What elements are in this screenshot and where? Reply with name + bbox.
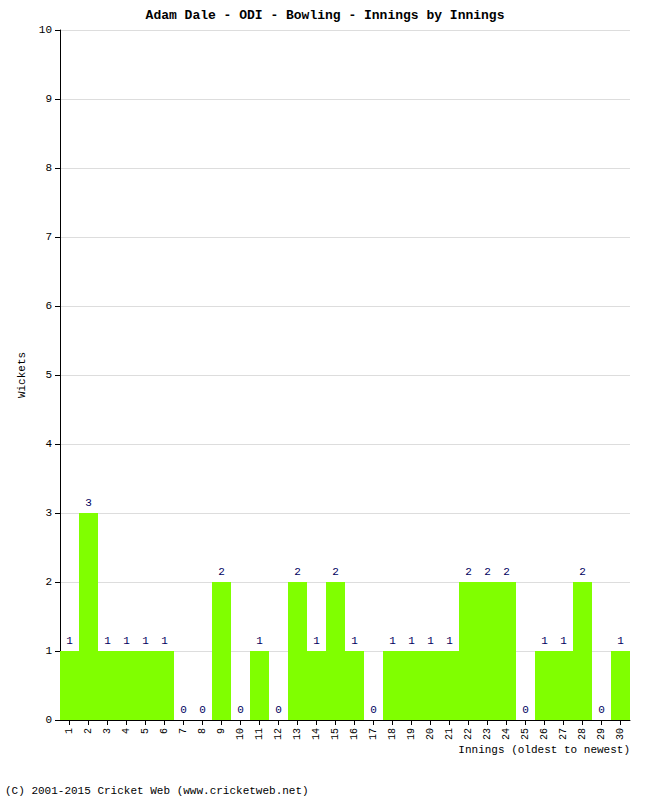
svg-text:1: 1 [408, 635, 415, 647]
svg-text:11: 11 [254, 728, 265, 740]
svg-text:26: 26 [539, 728, 550, 740]
svg-text:0: 0 [370, 704, 377, 716]
svg-text:4: 4 [45, 438, 52, 450]
svg-text:30: 30 [615, 728, 626, 740]
svg-text:0: 0 [598, 704, 605, 716]
svg-text:0: 0 [522, 704, 529, 716]
svg-text:14: 14 [311, 728, 322, 740]
svg-text:2: 2 [294, 566, 301, 578]
svg-text:1: 1 [427, 635, 434, 647]
svg-text:3: 3 [85, 497, 92, 509]
svg-text:29: 29 [596, 728, 607, 740]
svg-text:27: 27 [558, 728, 569, 740]
svg-text:20: 20 [425, 728, 436, 740]
svg-text:5: 5 [140, 728, 151, 734]
svg-text:1: 1 [66, 635, 73, 647]
svg-text:22: 22 [463, 728, 474, 740]
svg-text:18: 18 [387, 728, 398, 740]
svg-text:1: 1 [560, 635, 567, 647]
svg-text:1: 1 [256, 635, 263, 647]
svg-text:15: 15 [330, 728, 341, 740]
svg-text:1: 1 [142, 635, 149, 647]
svg-text:10: 10 [39, 24, 52, 36]
svg-text:24: 24 [501, 728, 512, 740]
svg-text:2: 2 [45, 576, 52, 588]
svg-text:7: 7 [45, 231, 52, 243]
svg-text:8: 8 [197, 728, 208, 734]
svg-text:Adam Dale - ODI - Bowling - In: Adam Dale - ODI - Bowling - Innings by I… [146, 8, 505, 23]
svg-text:Wickets: Wickets [16, 352, 28, 398]
svg-text:6: 6 [45, 300, 52, 312]
svg-text:Innings (oldest to newest): Innings (oldest to newest) [458, 744, 630, 756]
svg-text:3: 3 [45, 507, 52, 519]
svg-text:3: 3 [102, 728, 113, 734]
svg-text:2: 2 [484, 566, 491, 578]
svg-text:12: 12 [273, 728, 284, 740]
svg-text:1: 1 [617, 635, 624, 647]
svg-text:2: 2 [503, 566, 510, 578]
svg-text:19: 19 [406, 728, 417, 740]
svg-text:9: 9 [216, 728, 227, 734]
svg-text:10: 10 [235, 728, 246, 740]
svg-text:6: 6 [159, 728, 170, 734]
svg-text:8: 8 [45, 162, 52, 174]
svg-text:1: 1 [446, 635, 453, 647]
svg-text:1: 1 [123, 635, 130, 647]
svg-text:1: 1 [389, 635, 396, 647]
svg-text:9: 9 [45, 93, 52, 105]
svg-text:(C) 2001-2015 Cricket Web (www: (C) 2001-2015 Cricket Web (www.cricketwe… [5, 785, 309, 797]
svg-text:4: 4 [121, 728, 132, 734]
svg-text:1: 1 [351, 635, 358, 647]
svg-text:2: 2 [465, 566, 472, 578]
svg-text:16: 16 [349, 728, 360, 740]
svg-text:7: 7 [178, 728, 189, 734]
svg-text:17: 17 [368, 728, 379, 740]
svg-text:2: 2 [579, 566, 586, 578]
svg-text:23: 23 [482, 728, 493, 740]
svg-text:2: 2 [332, 566, 339, 578]
svg-text:0: 0 [237, 704, 244, 716]
svg-text:1: 1 [64, 728, 75, 734]
svg-text:0: 0 [45, 714, 52, 726]
svg-text:0: 0 [275, 704, 282, 716]
svg-text:1: 1 [161, 635, 168, 647]
svg-text:1: 1 [313, 635, 320, 647]
svg-text:21: 21 [444, 728, 455, 740]
svg-text:2: 2 [218, 566, 225, 578]
svg-text:2: 2 [83, 728, 94, 734]
svg-text:1: 1 [541, 635, 548, 647]
svg-text:5: 5 [45, 369, 52, 381]
svg-text:0: 0 [180, 704, 187, 716]
svg-text:13: 13 [292, 728, 303, 740]
svg-text:1: 1 [104, 635, 111, 647]
svg-text:28: 28 [577, 728, 588, 740]
svg-text:25: 25 [520, 728, 531, 740]
svg-text:1: 1 [45, 645, 52, 657]
svg-text:0: 0 [199, 704, 206, 716]
